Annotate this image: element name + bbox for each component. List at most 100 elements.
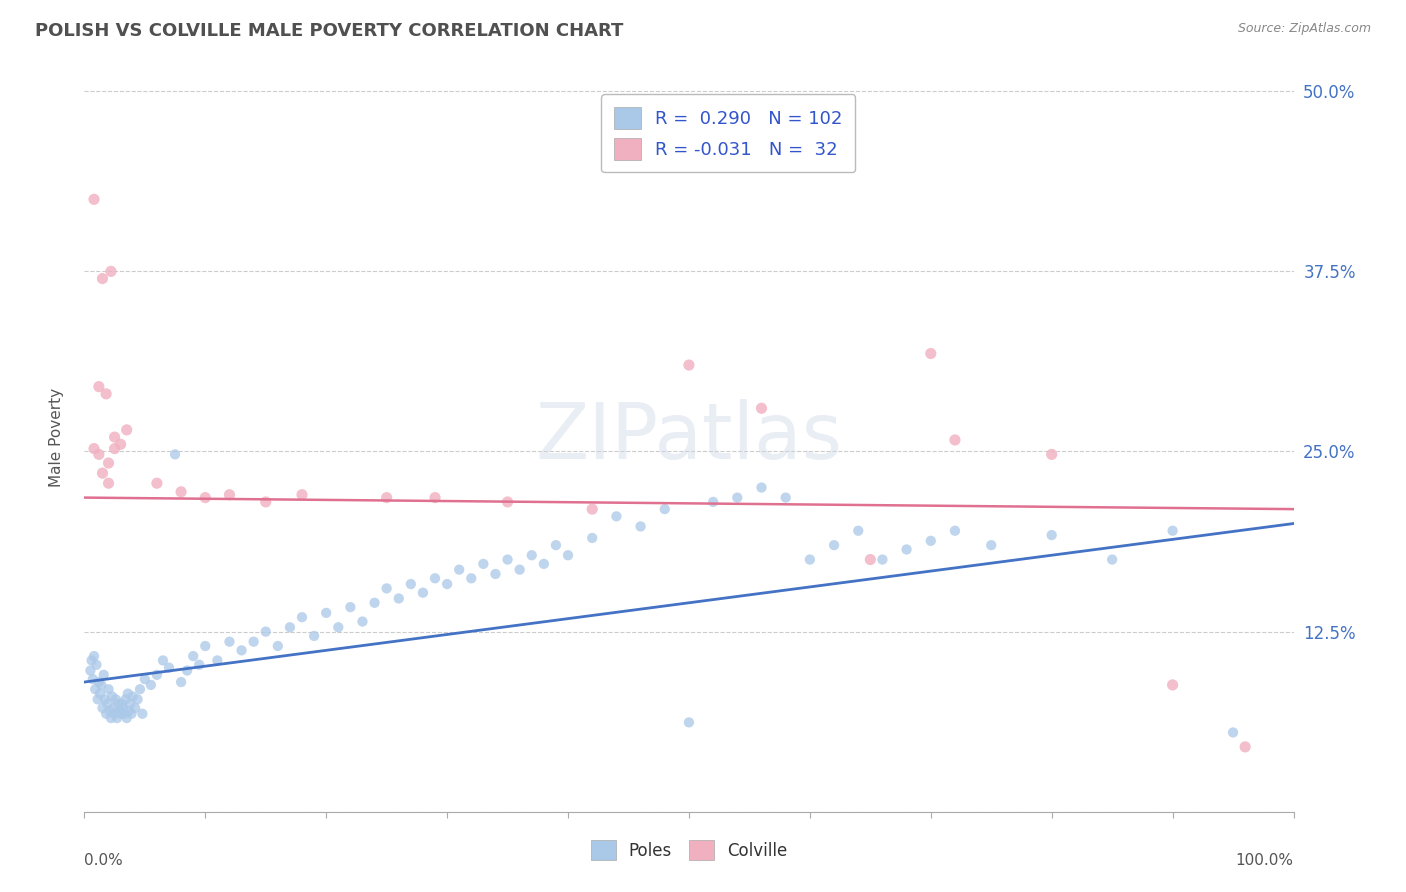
Point (630, 519, 652, 533)
Point (127, 692, 149, 706)
Point (980, 538, 1002, 552)
Point (194, 639, 217, 653)
Point (112, 701, 135, 715)
Point (152, 653, 174, 667)
Point (83, 442, 105, 456)
Text: POLISH VS COLVILLE MALE POVERTY CORRELATION CHART: POLISH VS COLVILLE MALE POVERTY CORRELAT… (35, 22, 623, 40)
Point (207, 653, 229, 667)
Point (291, 610, 314, 624)
Point (98, 704, 121, 718)
Point (678, 358, 700, 372)
Point (117, 687, 139, 701)
Point (315, 606, 337, 620)
Point (79, 664, 101, 678)
Point (104, 430, 127, 444)
Point (115, 711, 138, 725)
Point (544, 538, 567, 552)
Point (472, 557, 495, 571)
Point (375, 491, 398, 505)
Point (218, 634, 240, 648)
Point (118, 704, 141, 718)
Point (90, 678, 112, 692)
Point (254, 624, 277, 639)
Point (375, 582, 398, 596)
Point (725, 491, 748, 505)
Point (557, 548, 579, 562)
Point (581, 531, 603, 545)
Point (496, 552, 519, 566)
Point (533, 557, 555, 571)
Point (328, 620, 350, 634)
Point (84, 682, 107, 697)
Point (1040, 528, 1063, 542)
Point (775, 491, 797, 505)
Point (157, 660, 180, 674)
Point (120, 697, 142, 711)
Point (96, 697, 118, 711)
Point (170, 484, 193, 499)
Point (104, 442, 127, 456)
Point (436, 577, 458, 591)
Point (97, 476, 120, 491)
Point (139, 678, 162, 692)
Point (423, 571, 446, 585)
Point (181, 649, 204, 664)
Point (146, 476, 169, 491)
Point (97, 456, 120, 470)
Point (943, 433, 966, 447)
Point (89, 687, 111, 701)
Point (80, 653, 103, 667)
Point (114, 692, 136, 706)
Point (254, 495, 277, 509)
Point (87, 447, 110, 461)
Point (363, 596, 385, 610)
Point (291, 488, 314, 502)
Point (872, 552, 894, 566)
Point (91, 466, 114, 480)
Text: ZIPatlas: ZIPatlas (536, 399, 842, 475)
Point (94, 692, 117, 706)
Point (110, 437, 132, 451)
Text: 100.0%: 100.0% (1236, 853, 1294, 868)
Point (176, 664, 198, 678)
Point (702, 495, 724, 509)
Point (920, 346, 942, 360)
Point (112, 706, 135, 721)
Point (87, 675, 110, 690)
Point (91, 701, 114, 715)
Point (100, 264, 122, 278)
Point (105, 711, 128, 725)
Point (94, 387, 117, 401)
Point (101, 690, 124, 704)
Point (87, 379, 110, 393)
Point (943, 524, 966, 538)
Point (93, 668, 115, 682)
Point (131, 706, 153, 721)
Point (1222, 725, 1244, 739)
Point (100, 711, 122, 725)
Point (520, 548, 543, 562)
Text: Source: ZipAtlas.com: Source: ZipAtlas.com (1237, 22, 1371, 36)
Point (449, 563, 471, 577)
Point (1161, 678, 1184, 692)
Point (399, 577, 422, 591)
Point (94, 706, 117, 721)
Point (496, 495, 519, 509)
Point (82, 672, 104, 686)
Point (97, 682, 120, 697)
Point (678, 715, 700, 730)
Point (278, 620, 301, 634)
Point (460, 571, 482, 585)
Point (859, 552, 882, 566)
Point (134, 672, 156, 686)
Point (115, 423, 138, 437)
Point (1040, 447, 1063, 461)
Point (846, 524, 869, 538)
Point (352, 615, 374, 629)
Point (388, 591, 411, 606)
Point (121, 706, 143, 721)
Point (111, 697, 134, 711)
Point (104, 692, 127, 706)
Point (103, 701, 125, 715)
Point (165, 447, 187, 461)
